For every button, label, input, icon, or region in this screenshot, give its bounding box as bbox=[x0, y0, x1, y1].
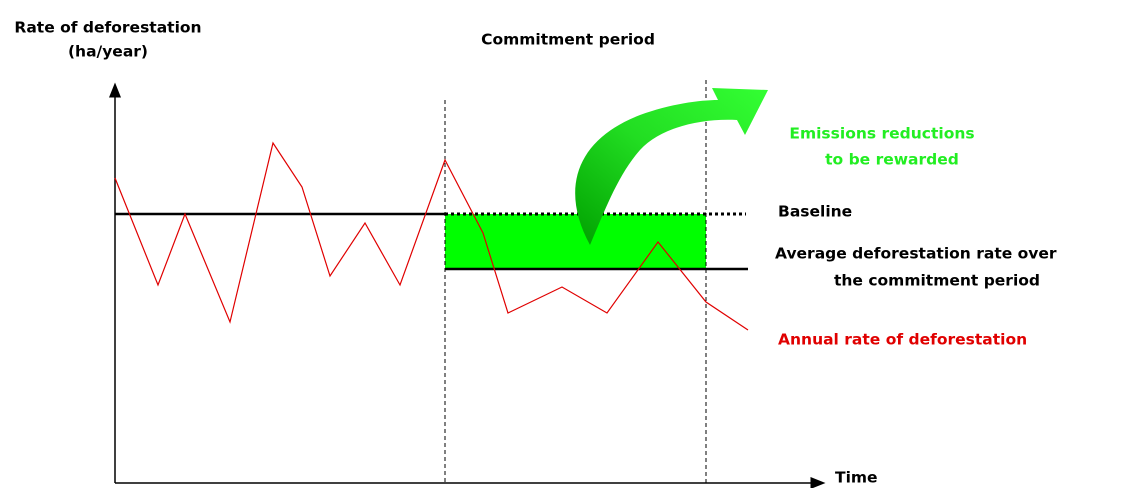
average-label: the commitment period bbox=[834, 272, 1040, 290]
reductions-label: to be rewarded bbox=[825, 151, 959, 169]
y-axis-label: (ha/year) bbox=[68, 43, 148, 61]
baseline-label: Baseline bbox=[778, 203, 852, 221]
commitment-label: Commitment period bbox=[481, 31, 655, 49]
y-axis-label: Rate of deforestation bbox=[14, 19, 201, 37]
reward-area bbox=[445, 214, 706, 269]
reward-arrow bbox=[575, 88, 768, 245]
annual-label: Annual rate of deforestation bbox=[778, 331, 1027, 349]
annual-rate-line bbox=[114, 141, 749, 331]
average-label: Average deforestation rate over bbox=[775, 245, 1057, 263]
reductions-label: Emissions reductions bbox=[789, 125, 974, 143]
x-axis-label: Time bbox=[835, 469, 878, 487]
